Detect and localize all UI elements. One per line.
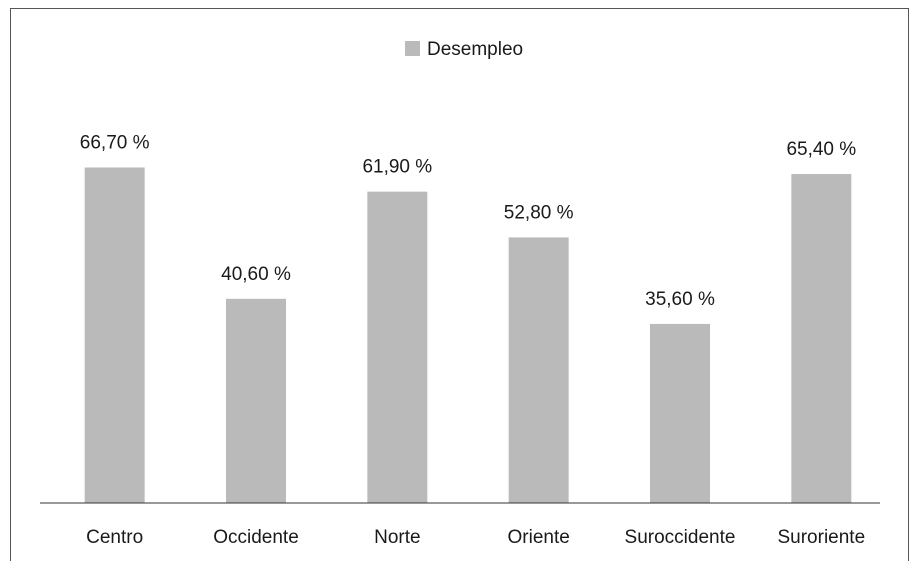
bar <box>226 298 286 503</box>
x-tick-label: Centro <box>86 527 143 548</box>
value-label: 52,80 % <box>504 202 574 223</box>
legend-label: Desempleo <box>427 39 523 60</box>
value-label: 66,70 % <box>80 133 150 154</box>
value-label: 40,60 % <box>221 264 291 285</box>
x-tick-label: Norte <box>374 527 420 548</box>
x-tick-label: Occidente <box>213 527 299 548</box>
bar <box>650 323 710 503</box>
bar <box>791 174 852 503</box>
value-label: 35,60 % <box>645 289 715 310</box>
bar <box>367 191 428 503</box>
bar <box>508 237 569 503</box>
bar <box>84 167 145 503</box>
legend-swatch <box>405 41 420 56</box>
x-tick-label: Oriente <box>508 527 570 548</box>
chart-frame <box>10 8 909 561</box>
x-tick-label: Suroccidente <box>625 527 736 548</box>
value-label: 65,40 % <box>786 139 856 160</box>
x-tick-label: Suroriente <box>777 527 865 548</box>
value-label: 61,90 % <box>362 157 432 178</box>
